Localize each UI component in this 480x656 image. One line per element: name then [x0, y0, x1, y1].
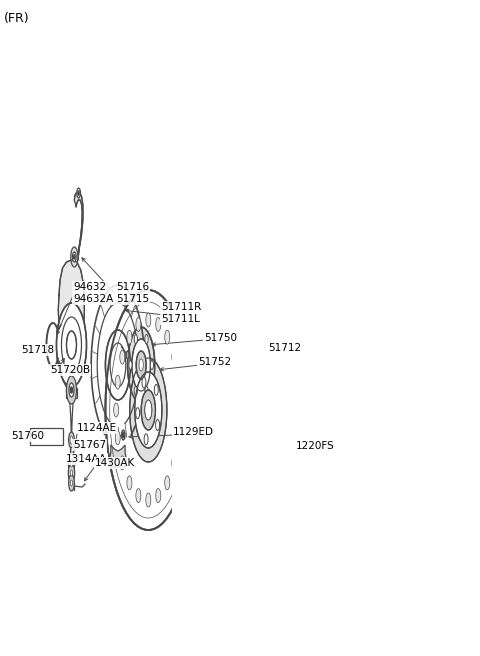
Circle shape [127, 330, 132, 344]
Circle shape [70, 436, 73, 444]
Circle shape [72, 252, 76, 262]
Circle shape [156, 419, 159, 430]
Circle shape [136, 351, 146, 379]
Text: 1314AA: 1314AA [66, 454, 107, 464]
Circle shape [128, 327, 155, 403]
Circle shape [155, 384, 158, 396]
Circle shape [106, 290, 191, 530]
Text: (FR): (FR) [4, 12, 30, 25]
Circle shape [177, 375, 181, 389]
Circle shape [115, 375, 120, 389]
Polygon shape [74, 192, 83, 260]
Circle shape [172, 350, 177, 364]
Circle shape [134, 386, 137, 396]
Circle shape [78, 190, 80, 195]
Circle shape [145, 335, 148, 344]
Circle shape [70, 459, 73, 467]
Circle shape [120, 456, 125, 470]
Circle shape [71, 387, 72, 393]
Text: 51711R
51711L: 51711R 51711L [161, 302, 201, 324]
Circle shape [106, 330, 131, 400]
Circle shape [141, 390, 156, 430]
Polygon shape [71, 447, 72, 460]
Circle shape [130, 358, 167, 462]
Text: 51752: 51752 [198, 357, 231, 367]
Circle shape [73, 255, 75, 259]
Circle shape [175, 500, 179, 510]
Circle shape [68, 454, 75, 472]
Text: 1430AK: 1430AK [95, 458, 135, 468]
Circle shape [71, 247, 78, 267]
Circle shape [69, 383, 74, 397]
Polygon shape [30, 428, 62, 445]
Circle shape [127, 476, 132, 490]
Circle shape [122, 432, 124, 438]
Circle shape [132, 339, 150, 391]
Polygon shape [66, 388, 77, 398]
Circle shape [135, 372, 162, 448]
Circle shape [142, 377, 146, 388]
Text: 51760: 51760 [11, 431, 44, 441]
Circle shape [172, 456, 177, 470]
Circle shape [144, 434, 148, 445]
Polygon shape [58, 260, 84, 390]
Circle shape [150, 361, 154, 369]
Circle shape [121, 430, 125, 440]
Circle shape [120, 350, 125, 364]
Polygon shape [109, 445, 127, 467]
Text: 51712: 51712 [268, 343, 301, 353]
Circle shape [136, 318, 141, 331]
Text: 51716
51715: 51716 51715 [116, 282, 149, 304]
Circle shape [177, 431, 181, 445]
Circle shape [156, 318, 161, 331]
Circle shape [156, 489, 161, 502]
Circle shape [71, 470, 72, 476]
Circle shape [146, 493, 151, 507]
Circle shape [139, 359, 144, 371]
Circle shape [68, 464, 75, 482]
Circle shape [66, 376, 76, 404]
Circle shape [136, 407, 140, 419]
Circle shape [115, 431, 120, 445]
Circle shape [71, 480, 72, 486]
Circle shape [145, 400, 152, 420]
Circle shape [126, 351, 129, 359]
Circle shape [136, 489, 141, 502]
Circle shape [165, 330, 170, 344]
Circle shape [69, 432, 74, 448]
Text: 1220FS: 1220FS [296, 441, 335, 451]
Text: 51718: 51718 [21, 345, 54, 355]
Text: 51720B: 51720B [50, 365, 90, 375]
Circle shape [134, 335, 137, 344]
Text: 1129ED: 1129ED [173, 427, 214, 437]
Text: 1124AE: 1124AE [77, 423, 117, 433]
Circle shape [114, 403, 119, 417]
Text: 94632
94632A: 94632 94632A [73, 282, 113, 304]
Circle shape [57, 303, 86, 387]
Circle shape [129, 361, 132, 369]
Circle shape [165, 476, 170, 490]
Text: 51767: 51767 [73, 440, 106, 450]
Circle shape [178, 403, 183, 417]
Circle shape [77, 188, 81, 198]
Text: 51750: 51750 [204, 333, 237, 343]
Circle shape [66, 331, 76, 359]
Circle shape [146, 313, 151, 327]
Circle shape [145, 386, 148, 396]
Circle shape [69, 475, 74, 491]
